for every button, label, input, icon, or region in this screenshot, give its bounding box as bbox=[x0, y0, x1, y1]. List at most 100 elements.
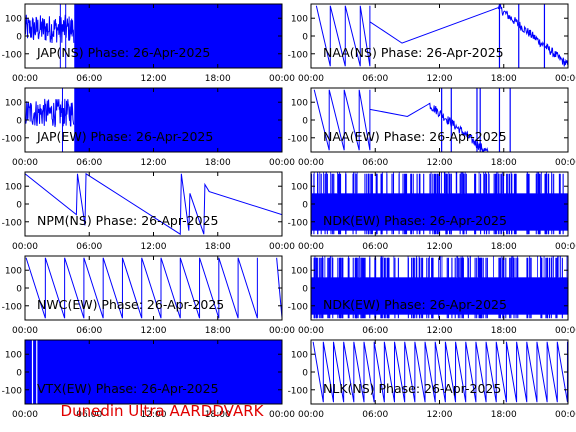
y-tick-label: 100 bbox=[5, 183, 22, 193]
y-tick-label: 0 bbox=[302, 117, 308, 127]
x-tick-label: 18:00 bbox=[205, 242, 231, 252]
x-tick-label: 18:00 bbox=[491, 410, 517, 420]
x-tick-label: 00:00 bbox=[12, 74, 38, 84]
y-tick-label: 100 bbox=[291, 351, 308, 361]
x-tick-label: 06:00 bbox=[76, 410, 102, 420]
panel-title: NAA(EW) Phase: 26-Apr-2025 bbox=[323, 129, 507, 144]
x-tick-label: 00:00 bbox=[12, 326, 38, 336]
x-tick-label: 00:00 bbox=[555, 326, 576, 336]
x-tick-label: 18:00 bbox=[205, 326, 231, 336]
x-tick-label: 00:00 bbox=[555, 410, 576, 420]
x-tick-label: 00:00 bbox=[12, 158, 38, 168]
trace-3 bbox=[25, 88, 282, 152]
trace-1 bbox=[25, 4, 282, 68]
panel-title: NLK(NS) Phase: 26-Apr-2025 bbox=[323, 381, 501, 396]
y-tick-label: 100 bbox=[5, 267, 22, 277]
x-tick-label: 18:00 bbox=[205, 158, 231, 168]
trace-9 bbox=[25, 340, 282, 404]
x-tick-label: 12:00 bbox=[141, 158, 167, 168]
y-tick-label: -100 bbox=[2, 50, 23, 60]
y-tick-label: -100 bbox=[288, 218, 309, 228]
panel-8: 100 0 -100 00:00 06:00 12:00 18:00 00:00 NDK(EW)… bbox=[288, 255, 576, 336]
saturated-block bbox=[74, 88, 282, 152]
y-tick-label: 100 bbox=[5, 351, 22, 361]
y-tick-label: 100 bbox=[291, 99, 308, 109]
panel-5: 100 0 -100 00:00 06:00 12:00 18:00 00:00 NPM(NS)… bbox=[2, 171, 295, 252]
series-line bbox=[312, 341, 568, 403]
x-tick-label: 18:00 bbox=[491, 158, 517, 168]
y-tick-label: -100 bbox=[2, 386, 23, 396]
x-tick-label: 18:00 bbox=[205, 410, 231, 420]
panel-title: NPM(NS) Phase: 26-Apr-2025 bbox=[37, 213, 218, 228]
panel-2: 100 0 -100 00:00 06:00 12:00 18:00 00:00 NAA(NS)… bbox=[288, 3, 576, 84]
trace-8 bbox=[311, 256, 568, 319]
y-tick-label: 0 bbox=[302, 369, 308, 379]
y-tick-label: 0 bbox=[302, 201, 308, 211]
x-tick-label: 00:00 bbox=[12, 242, 38, 252]
y-tick-label: 0 bbox=[16, 285, 22, 295]
x-tick-label: 12:00 bbox=[427, 242, 453, 252]
series-line bbox=[313, 89, 430, 151]
panel-3: 100 0 -100 00:00 06:00 12:00 18:00 00:00 JAP(EW)… bbox=[2, 87, 295, 168]
x-tick-label: 18:00 bbox=[205, 74, 231, 84]
series-line bbox=[25, 172, 282, 236]
saturated-block bbox=[74, 4, 282, 68]
x-tick-label: 00:00 bbox=[298, 410, 324, 420]
panel-title: JAP(EW) Phase: 26-Apr-2025 bbox=[36, 129, 213, 144]
x-tick-label: 00:00 bbox=[555, 242, 576, 252]
panel-7: 100 0 -100 00:00 06:00 12:00 18:00 00:00 NWC(EW)… bbox=[2, 255, 295, 336]
noise-band bbox=[311, 193, 568, 231]
trace-10 bbox=[312, 341, 568, 403]
x-tick-label: 00:00 bbox=[12, 410, 38, 420]
y-tick-label: -100 bbox=[288, 134, 309, 144]
x-tick-label: 12:00 bbox=[141, 242, 167, 252]
noise-band bbox=[311, 277, 568, 315]
panel-title: NDK(EW) Phase: 26-Apr-2025 bbox=[323, 297, 507, 312]
saturated-block bbox=[25, 340, 282, 404]
x-tick-label: 00:00 bbox=[298, 158, 324, 168]
x-tick-label: 00:00 bbox=[269, 242, 295, 252]
x-tick-label: 12:00 bbox=[427, 326, 453, 336]
x-tick-label: 00:00 bbox=[555, 158, 576, 168]
panel-title: VTX(EW) Phase: 26-Apr-2025 bbox=[37, 381, 219, 396]
station-footer: Dunedin Ultra AARDDVARK bbox=[60, 402, 264, 420]
panel-title: NDK(EW) Phase: 26-Apr-2025 bbox=[323, 213, 507, 228]
y-tick-label: -100 bbox=[2, 302, 23, 312]
panel-title: NWC(EW) Phase: 26-Apr-2025 bbox=[37, 297, 224, 312]
x-tick-label: 12:00 bbox=[427, 410, 453, 420]
y-tick-label: -100 bbox=[288, 50, 309, 60]
trace-2 bbox=[315, 4, 568, 68]
trace-7 bbox=[25, 257, 282, 319]
x-tick-label: 06:00 bbox=[362, 242, 388, 252]
x-tick-label: 12:00 bbox=[427, 158, 453, 168]
trace-4 bbox=[313, 88, 511, 152]
y-tick-label: 100 bbox=[291, 183, 308, 193]
trace-5 bbox=[25, 172, 282, 236]
x-tick-label: 00:00 bbox=[555, 74, 576, 84]
x-tick-label: 18:00 bbox=[491, 326, 517, 336]
x-tick-label: 06:00 bbox=[362, 326, 388, 336]
y-tick-label: 100 bbox=[291, 15, 308, 25]
y-tick-label: 100 bbox=[5, 99, 22, 109]
x-tick-label: 06:00 bbox=[76, 326, 102, 336]
y-tick-label: 0 bbox=[302, 285, 308, 295]
series-line bbox=[315, 5, 499, 67]
y-tick-label: -100 bbox=[2, 134, 23, 144]
series-line bbox=[497, 4, 568, 67]
y-tick-label: 0 bbox=[16, 369, 22, 379]
panel-4: 100 0 -100 00:00 06:00 12:00 18:00 00:00 NAA(EW)… bbox=[288, 87, 576, 168]
x-tick-label: 12:00 bbox=[141, 410, 167, 420]
x-tick-label: 00:00 bbox=[298, 242, 324, 252]
x-tick-label: 18:00 bbox=[491, 74, 517, 84]
x-tick-label: 00:00 bbox=[269, 326, 295, 336]
x-tick-label: 12:00 bbox=[427, 74, 453, 84]
x-tick-label: 12:00 bbox=[141, 326, 167, 336]
y-tick-label: -100 bbox=[288, 302, 309, 312]
y-tick-label: 0 bbox=[16, 117, 22, 127]
series-line bbox=[25, 257, 282, 319]
panel-6: 100 0 -100 00:00 06:00 12:00 18:00 00:00 NDK(EW)… bbox=[288, 171, 576, 252]
y-tick-label: 0 bbox=[302, 33, 308, 43]
panel-9: 100 0 -100 00:00 06:00 12:00 18:00 00:00 VTX(EW)… bbox=[2, 339, 295, 420]
panel-1: 100 0 -100 00:00 06:00 12:00 18:00 00:00 JAP(NS)… bbox=[2, 3, 295, 84]
